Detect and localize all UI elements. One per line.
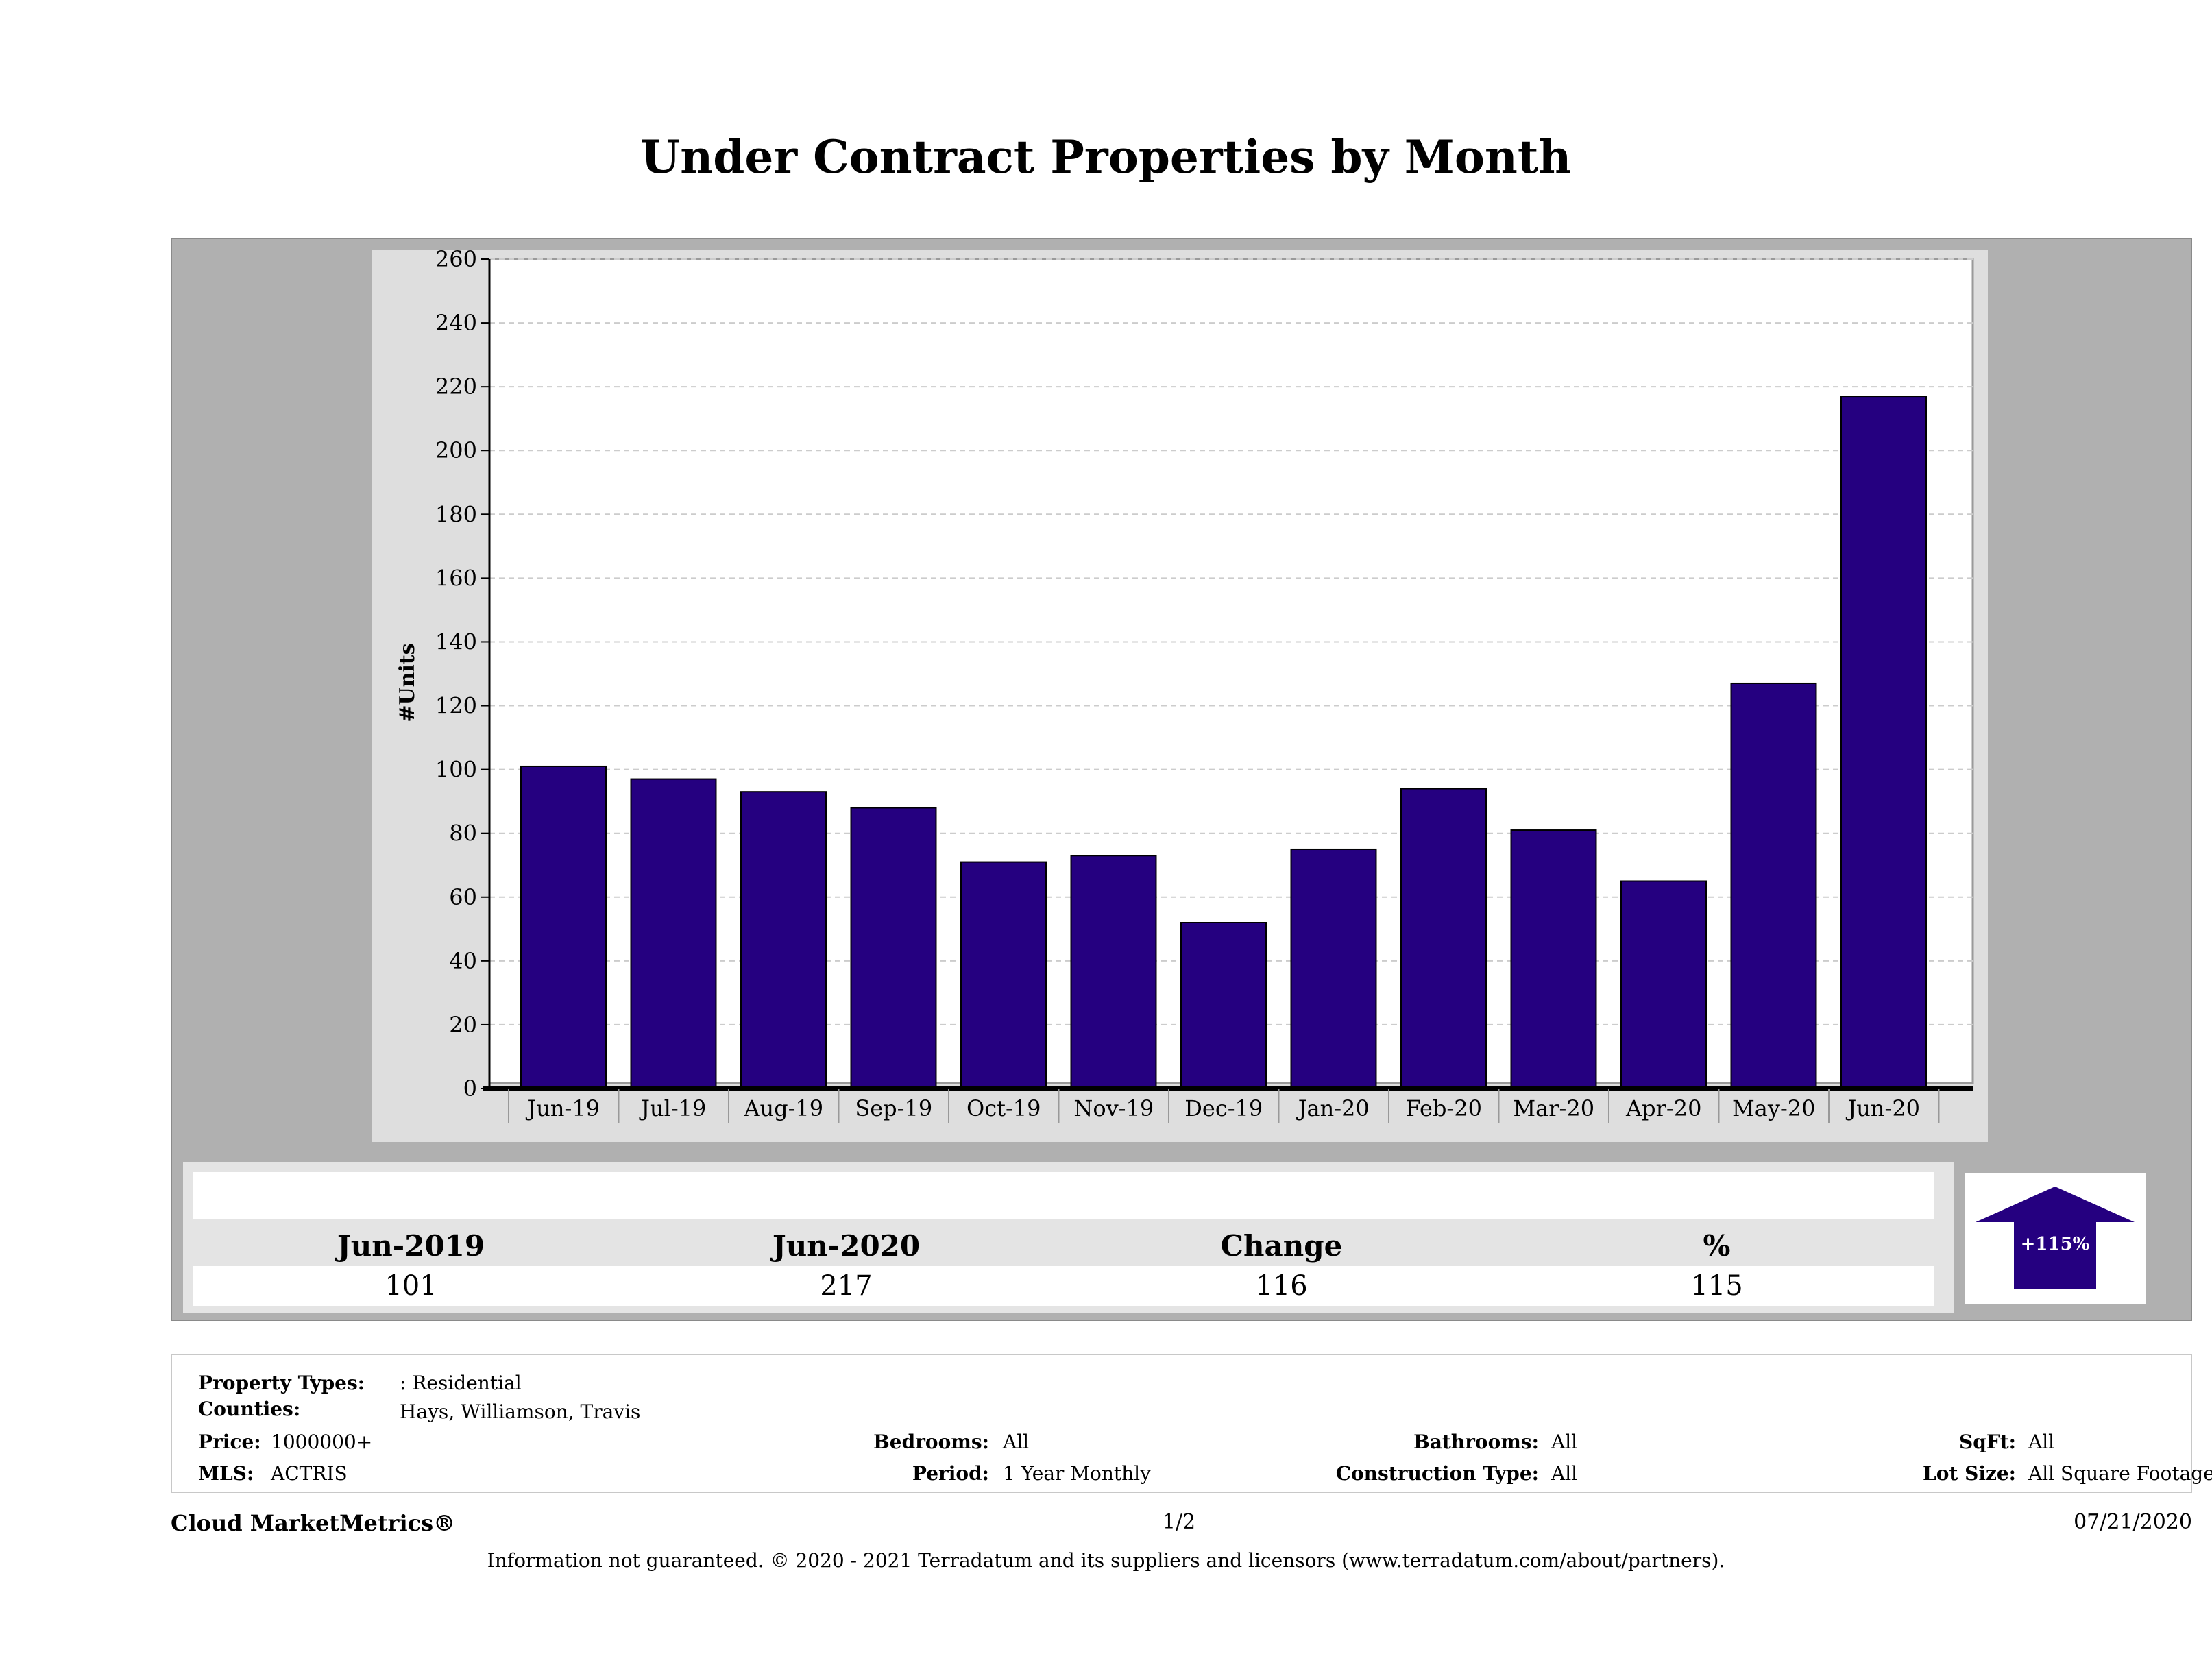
y-tick-label: 200 (435, 437, 477, 463)
disclaimer: Information not guaranteed. © 2020 - 202… (487, 1549, 1725, 1572)
bar (520, 765, 607, 1089)
summary-header-row: Jun-2019 Jun-2020 Change % (193, 1224, 1934, 1266)
bar (1620, 880, 1707, 1089)
y-axis-label: #Units (396, 643, 420, 722)
counties-value: Hays, Williamson, Travis (400, 1400, 641, 1423)
axes (481, 258, 1973, 1123)
x-tick-label: Apr-20 (1625, 1095, 1701, 1121)
period-value: 1 Year Monthly (1003, 1462, 1151, 1485)
x-tick-label: Aug-19 (743, 1095, 823, 1121)
counties-label: Counties: (198, 1398, 301, 1420)
bar (1510, 829, 1597, 1089)
bar-chart: 0 20 40 60 80 100 120 140 160 180 200 220 240 260 Jun… (396, 250, 1974, 1123)
x-tick-label: Jul-19 (639, 1095, 706, 1121)
brand-name: Cloud MarketMetrics® (171, 1510, 456, 1536)
y-tick-label: 260 (435, 250, 477, 272)
up-arrow-icon (1976, 1187, 2135, 1289)
bar (1180, 922, 1267, 1089)
construction-type-label: Construction Type: (1335, 1462, 1539, 1485)
report-date: 07/21/2020 (2074, 1510, 2192, 1534)
y-tick-label: 160 (435, 565, 477, 591)
y-tick-label: 140 (435, 629, 477, 655)
property-types-value: : Residential (400, 1372, 522, 1394)
x-tick-label: Jan-20 (1296, 1095, 1370, 1121)
summary-panel: Jun-2019 Jun-2020 Change % 101 217 116 1… (183, 1162, 1954, 1313)
summary-value-end: 217 (820, 1270, 873, 1302)
x-tick-label: Mar-20 (1513, 1095, 1594, 1121)
sqft-label: SqFt: (1959, 1431, 2016, 1453)
price-label: Price: (198, 1431, 261, 1453)
lot-size-label: Lot Size: (1923, 1462, 2016, 1485)
summary-header-end: Jun-2020 (772, 1229, 921, 1263)
price-value: 1000000+ (271, 1431, 373, 1453)
summary-header-change: Change (1220, 1229, 1343, 1263)
y-tick-label: 120 (435, 693, 477, 719)
x-tick-label: Oct-19 (967, 1095, 1041, 1121)
mls-label: MLS: (198, 1462, 254, 1485)
y-tick-label: 100 (435, 757, 477, 783)
summary-header-start: Jun-2019 (337, 1229, 485, 1263)
change-indicator: +115% (1965, 1173, 2146, 1304)
y-tick-labels: 0 20 40 60 80 100 120 140 160 180 200 220 240 260 (435, 250, 477, 1102)
bedrooms-value: All (1003, 1431, 1030, 1453)
y-tick-label: 60 (449, 884, 477, 910)
bar (740, 791, 827, 1089)
bar (1840, 396, 1927, 1090)
bars (520, 396, 1927, 1090)
y-tick-label: 0 (463, 1075, 477, 1102)
x-tick-label: Sep-19 (855, 1095, 932, 1121)
chart-area: 0 20 40 60 80 100 120 140 160 180 200 220 240 260 Jun… (372, 250, 1988, 1142)
change-badge-text: +115% (2021, 1234, 2090, 1254)
y-tick-label: 220 (435, 374, 477, 400)
construction-type-value: All (1551, 1462, 1578, 1485)
filter-details: Property Types: : Residential Counties: … (171, 1354, 2212, 1493)
summary-blank-row (193, 1172, 1934, 1219)
bar (850, 807, 937, 1089)
bar (1290, 848, 1377, 1089)
summary-header-percent: % (1703, 1229, 1731, 1263)
x-tick-label: Jun-20 (1845, 1095, 1920, 1121)
x-tick-label: Dec-19 (1184, 1095, 1263, 1121)
page-number: 1/2 (1162, 1510, 1196, 1534)
period-label: Period: (912, 1462, 989, 1485)
summary-value-percent: 115 (1690, 1270, 1743, 1302)
mls-value: ACTRIS (271, 1462, 348, 1485)
x-tick-label: Nov-19 (1073, 1095, 1154, 1121)
bathrooms-value: All (1551, 1431, 1578, 1453)
bar (960, 861, 1047, 1089)
summary-value-start: 101 (385, 1270, 437, 1302)
x-tick-label: May-20 (1732, 1095, 1815, 1121)
x-tick-label: Jun-19 (525, 1095, 600, 1121)
bathrooms-label: Bathrooms: (1413, 1431, 1539, 1453)
sqft-value: All (2028, 1431, 2055, 1453)
y-tick-label: 240 (435, 310, 477, 336)
summary-value-row: 101 217 116 115 (193, 1266, 1934, 1306)
property-types-label: Property Types: (198, 1372, 365, 1394)
summary-value-change: 116 (1255, 1270, 1308, 1302)
x-tick-labels: Jun-19 Jul-19 Aug-19 Sep-19 Oct-19 Nov-19 Dec-… (525, 1095, 1920, 1121)
y-tick-label: 80 (449, 820, 477, 847)
y-tick-label: 180 (435, 501, 477, 527)
x-tick-label: Feb-20 (1406, 1095, 1482, 1121)
chart-title: Under Contract Properties by Month (640, 130, 1572, 184)
bedrooms-label: Bedrooms: (873, 1431, 989, 1453)
bar (1730, 682, 1817, 1089)
bar (630, 778, 717, 1089)
lot-size-value: All Square Footage (2028, 1462, 2212, 1485)
y-tick-label: 20 (449, 1012, 477, 1038)
y-tick-label: 40 (449, 948, 477, 974)
bar (1070, 855, 1157, 1089)
bar (1400, 788, 1487, 1089)
